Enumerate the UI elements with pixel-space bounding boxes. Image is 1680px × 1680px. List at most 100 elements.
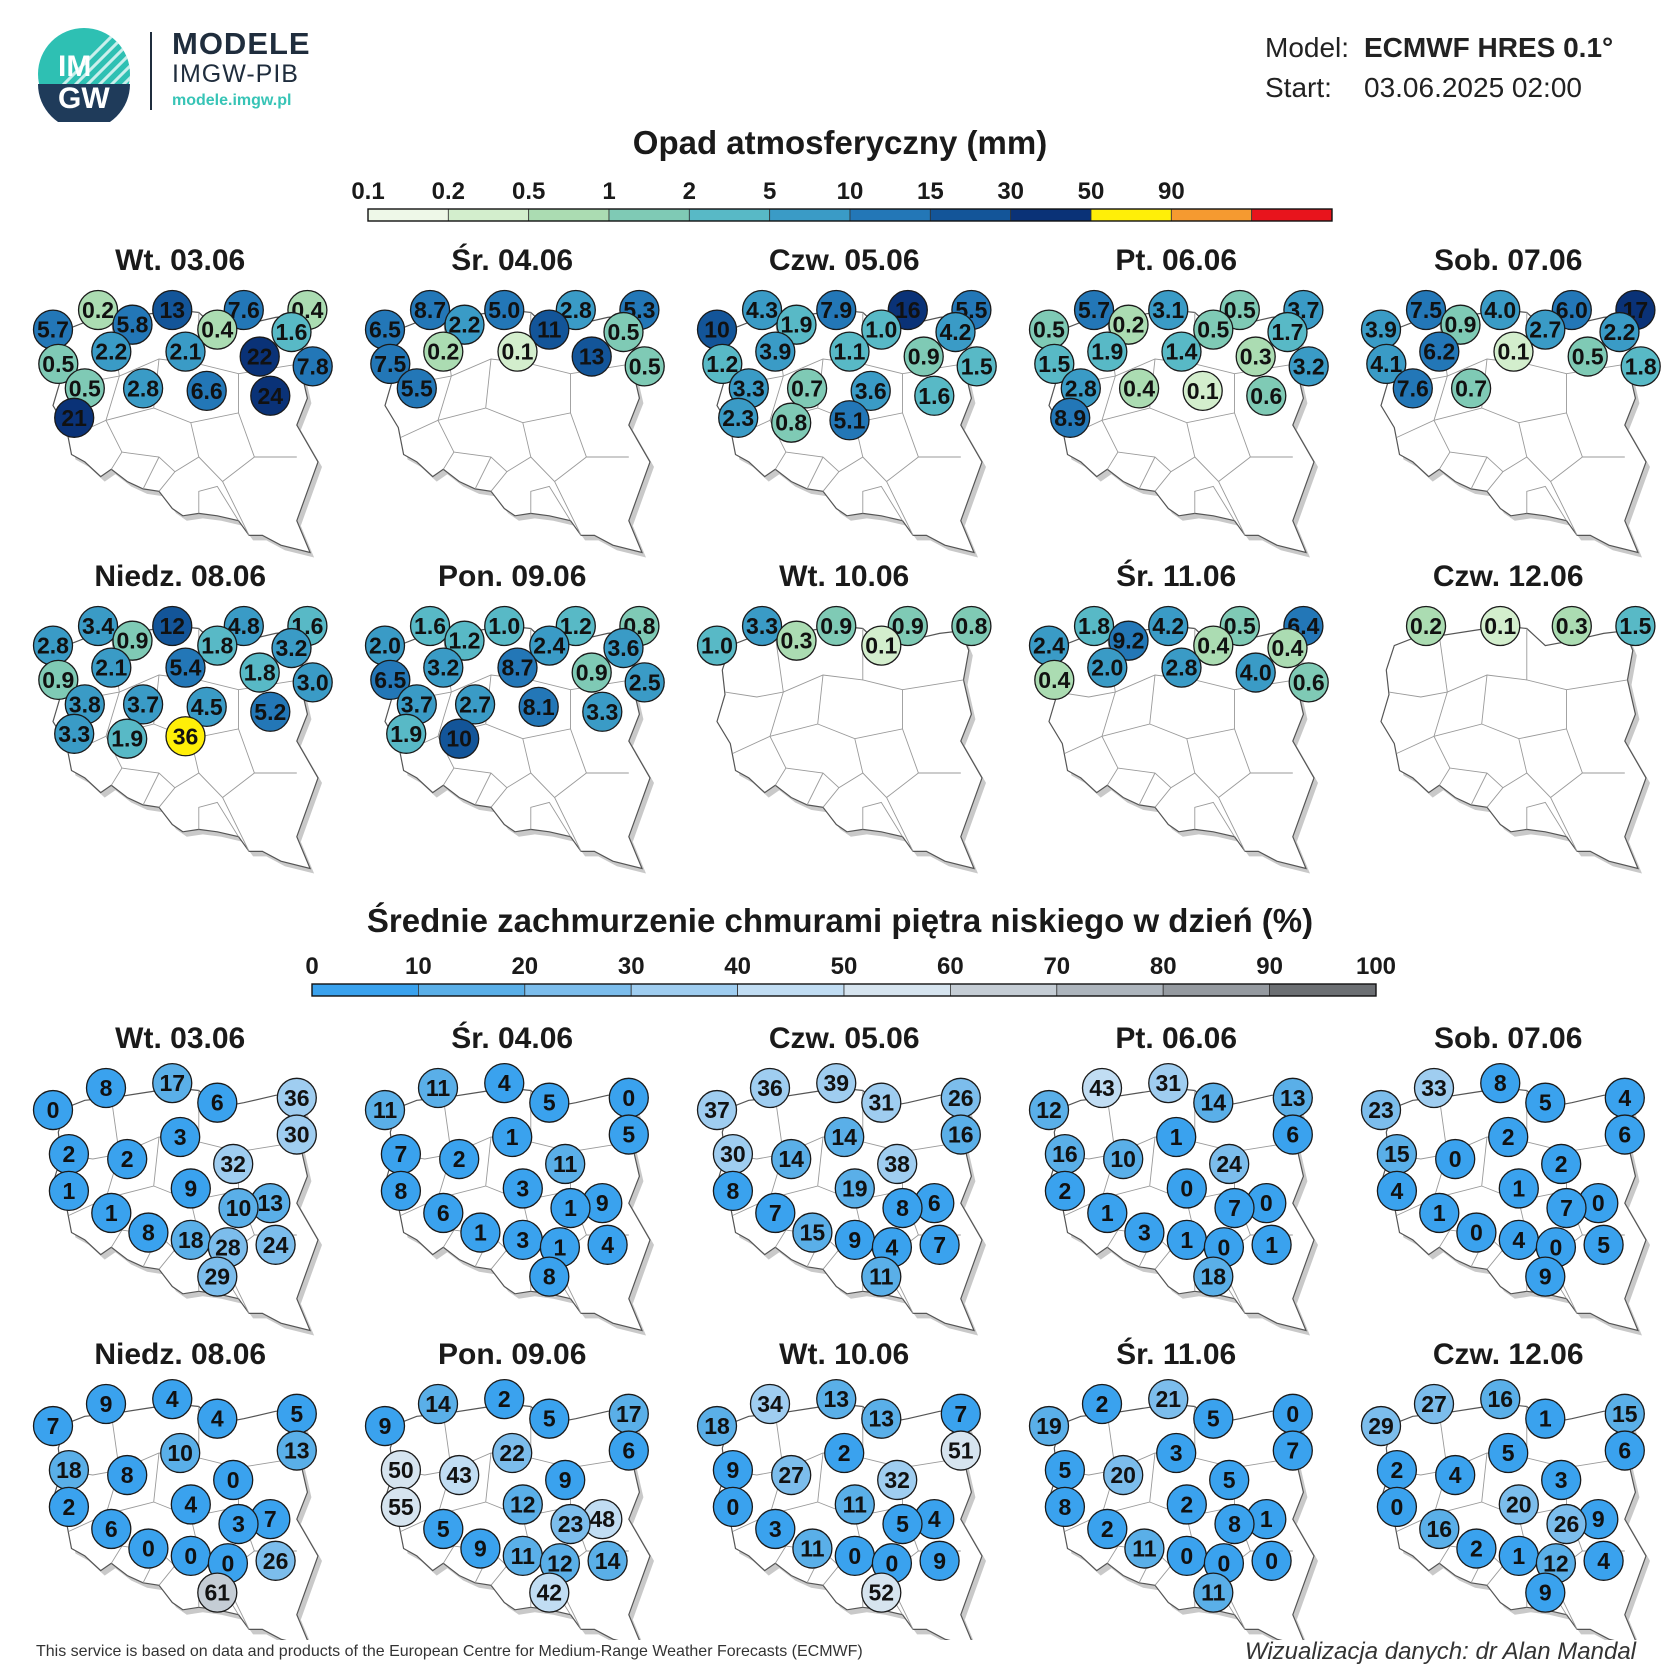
cloud-value-label: 0 [1218,1550,1231,1576]
precip-value-label: 4.5 [191,694,223,720]
precip-value-label: 1.8 [201,633,233,659]
precip-value-label: 5.1 [834,407,866,433]
day-title: Niedz. 08.06 [94,1338,266,1371]
precip-value-marker [816,605,857,647]
cloud-value-label: 15 [800,1220,826,1246]
cloud-value-marker [1087,1192,1128,1234]
precip-value-marker [850,370,891,412]
precip-value-marker [861,625,902,666]
cloud-value-label: 0 [1449,1146,1462,1172]
cloud-value-label: 2 [453,1146,466,1172]
precip-value-marker [1050,397,1091,438]
precip-value-marker [484,289,525,331]
precip-value-marker [1193,625,1234,666]
precip-value-label: 8.1 [523,694,555,720]
precip-value-marker [122,368,164,409]
precip-value-label: 1.2 [449,628,481,654]
voivodeship-border [530,485,571,521]
precip-value-label: 3.3 [746,613,778,639]
cloud-title: Średnie zachmurzenie chmurami piętra nis… [366,902,1314,939]
precip-value-label: 3.2 [427,655,459,681]
voivodeship-border [806,772,824,806]
precip-value-label: 4.3 [746,297,778,323]
precip-value-label: 11 [537,317,562,343]
precip-value-marker [786,368,828,409]
precip-value-marker [603,627,644,669]
cloud-value-label: 14 [831,1124,857,1150]
cloud-value-label: 7 [264,1506,277,1532]
precip-value-marker [861,309,902,350]
cloud-value-label: 13 [284,1438,310,1464]
cloud-value-label: 1 [1260,1506,1273,1532]
precip-value-marker [1599,311,1640,353]
precip-value-label: 3.4 [82,613,114,639]
cloud-value-label: 8 [543,1264,556,1290]
precip-value-label: 7.9 [820,297,852,323]
cloud-value-label: 20 [1506,1491,1532,1517]
cloud-value-marker [1525,1082,1566,1123]
precip-value-label: 0.2 [427,339,459,365]
precip-value-label: 2.2 [95,339,127,365]
cloud-value-marker [152,1062,193,1104]
cloud-value-label: 4 [1512,1227,1525,1253]
precip-value-label: 1.0 [865,317,897,343]
precip-value-label: 2.1 [170,339,202,365]
precip-value-label: 2.8 [127,375,159,401]
day-title: Wt. 03.06 [115,1022,245,1055]
cloud-value-label: 11 [843,1491,868,1517]
voivodeship-border [1138,456,1156,490]
cloud-value-label: 2 [1180,1491,1193,1517]
day-title: Śr. 04.06 [451,243,573,277]
cloud-value-marker [529,1572,570,1613]
cloud-value-marker [107,1138,148,1180]
cloud-value-marker [1480,1378,1521,1420]
precip-value-label: 0.6 [1250,383,1282,409]
cloud-value-marker [1156,1432,1197,1474]
cloud-value-marker [771,1138,812,1180]
precip-value-label: 3.1 [1152,297,1184,323]
precip-value-marker [497,647,538,688]
precip-value-marker [1193,309,1234,350]
precip-value-marker [1405,605,1447,647]
cloud-value-label: 12 [1543,1550,1569,1576]
precip-value-label: 3.3 [586,699,618,725]
precip-value-label: 1.4 [1166,339,1198,365]
cloud-value-marker [1193,1256,1234,1297]
cloud-value-label: 12 [547,1550,573,1576]
cloud-value-marker [364,1405,406,1447]
precip-value-label: 1.8 [244,660,276,686]
voivodeship-border [142,456,160,490]
cloud-value-marker [861,1572,902,1613]
voivodeship-border [862,1406,964,1469]
precip-value-label: 6.5 [374,667,406,693]
cloud-value-label: 16 [1427,1516,1453,1542]
precip-value-marker [1480,289,1521,331]
cloud-value-marker [1419,1508,1460,1550]
voivodeship-border [724,691,784,698]
precip-value-label: 0.8 [955,613,987,639]
precip-value-marker [1108,304,1149,345]
precip-value-marker [829,400,870,441]
cloud-value-marker [48,1486,90,1528]
day-title: Wt. 03.06 [115,244,245,277]
precip-value-marker [122,684,164,725]
cloud-value-label: 13 [869,1406,895,1432]
logo-url-link[interactable]: modele.imgw.pl [172,92,292,109]
precip-value-label: 0.1 [1498,339,1530,365]
precip-colorbar-segment [608,208,690,222]
cloud-value-marker [128,1528,169,1569]
precip-value-label: 6.2 [1423,339,1455,365]
voivodeship-border [142,772,160,806]
cloud-value-label: 6 [1618,1122,1631,1148]
cloud-value-label: 8 [142,1220,155,1246]
voivodeship-border [222,456,255,482]
cloud-value-label: 7 [1286,1438,1299,1464]
precip-value-marker [1108,620,1149,661]
imgw-logo-icon: IM GW [38,28,130,122]
precip-value-label: 0.4 [201,317,233,343]
cloud-value-marker [197,1398,238,1439]
cloud-value-label: 5 [622,1122,635,1148]
precip-colorbar-segment [929,208,1012,222]
